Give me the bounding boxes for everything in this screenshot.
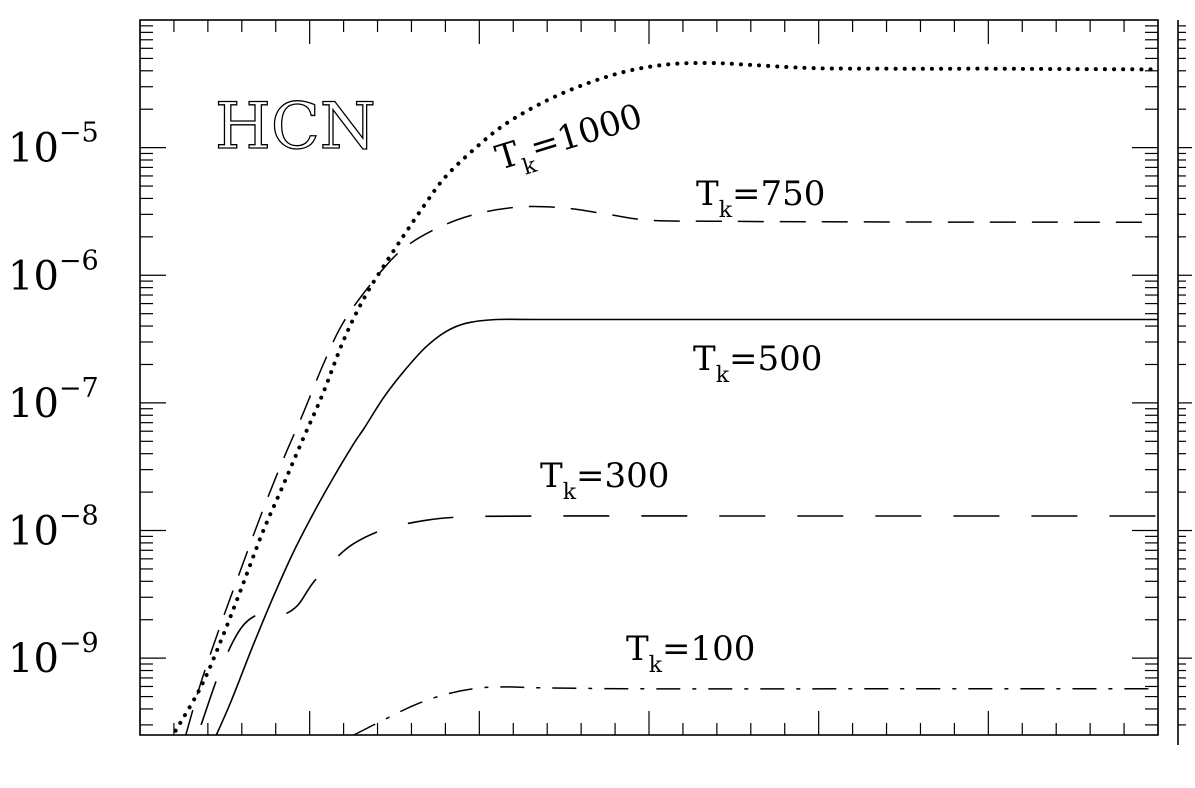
- axis-ticks: [139, 20, 1192, 735]
- y-tick-label: 10−6: [8, 245, 99, 299]
- y-tick-label: 10−8: [8, 501, 99, 555]
- curve-labels: Tk=1000 Tk=750 Tk=500 Tk=300 Tk=100: [491, 96, 825, 678]
- curves: [173, 60, 1160, 736]
- series-line-0: [173, 60, 1160, 733]
- y-tick-labels: 10−9 10−8 10−7 10−6 10−5: [8, 118, 99, 683]
- curve-label-4: Tk=100: [626, 629, 755, 678]
- curve-label-0: Tk=1000: [491, 96, 650, 187]
- species-label: HCN: [215, 90, 376, 164]
- y-tick-label: 10−9: [8, 628, 99, 682]
- series-line-1: [185, 205, 1159, 736]
- series-line-2: [215, 318, 1158, 736]
- curve-label-1: Tk=750: [696, 174, 825, 223]
- series-line-3: [200, 515, 1158, 726]
- curve-label-2: Tk=500: [693, 339, 822, 388]
- series-line-4: [353, 686, 1158, 736]
- curve-label-3: Tk=300: [540, 456, 669, 505]
- y-tick-label: 10−7: [8, 373, 99, 427]
- y-tick-label: 10−5: [8, 118, 99, 172]
